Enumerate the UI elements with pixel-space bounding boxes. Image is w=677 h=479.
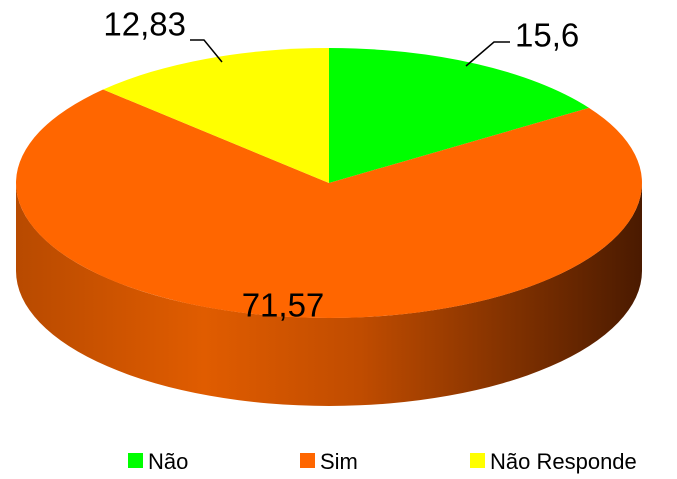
- leader-line: [465, 41, 510, 67]
- legend-label: Não: [148, 449, 188, 474]
- slice-side: [16, 183, 642, 406]
- data-label: 71,57: [242, 287, 325, 324]
- leader-line: [190, 39, 223, 63]
- legend-swatch: [470, 453, 485, 468]
- legend-swatch: [128, 453, 143, 468]
- data-label: 12,83: [103, 6, 186, 43]
- slice: [329, 48, 589, 183]
- slice: [16, 89, 643, 318]
- legend-swatch: [300, 453, 315, 468]
- legend-label: Sim: [320, 449, 358, 474]
- legend-label: Não Responde: [490, 449, 637, 474]
- slice: [103, 47, 329, 183]
- data-label: 15,6: [515, 17, 579, 54]
